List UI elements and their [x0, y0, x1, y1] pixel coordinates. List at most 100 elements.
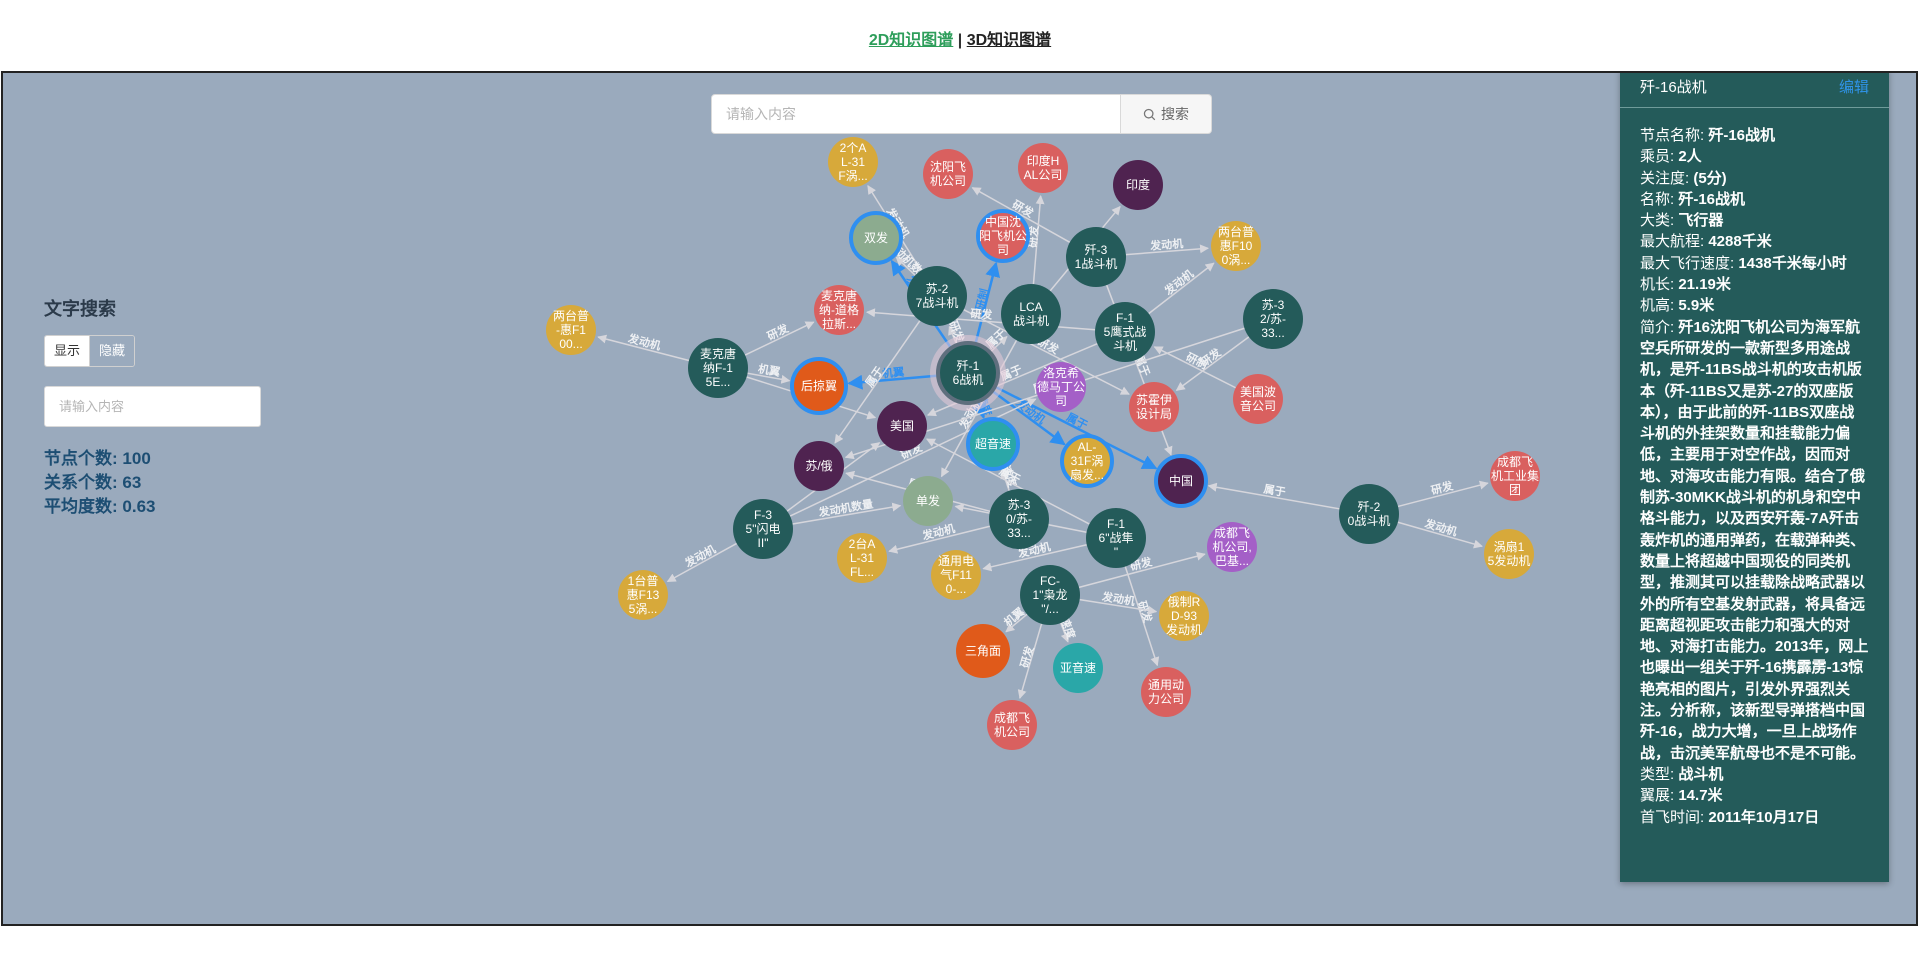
graph-edge[interactable] — [1017, 623, 1043, 699]
graph-node[interactable]: 2台AL-31FL... — [837, 533, 887, 583]
graph-node[interactable]: 印度 — [1113, 160, 1163, 210]
node-circle[interactable] — [1141, 667, 1191, 717]
node-circle[interactable] — [790, 357, 848, 415]
node-circle[interactable] — [618, 570, 668, 620]
graph-edge[interactable] — [792, 502, 902, 525]
graph-node[interactable]: 两台普-惠F100... — [546, 305, 596, 355]
node-circle[interactable] — [1036, 362, 1086, 412]
graph-edge[interactable] — [982, 544, 1087, 572]
graph-node[interactable]: 双发 — [849, 211, 903, 265]
graph-edge[interactable] — [971, 187, 1071, 243]
node-circle[interactable] — [1113, 160, 1163, 210]
graph-edge[interactable] — [1397, 480, 1489, 508]
graph-node[interactable]: AL-31F涡扇发... — [1060, 434, 1114, 488]
graph-edge[interactable] — [1175, 336, 1250, 391]
graph-node[interactable]: FC-1"枭龙"/... — [1020, 565, 1080, 625]
node-circle[interactable] — [794, 441, 844, 491]
graph-edge[interactable] — [1207, 482, 1340, 510]
graph-edge[interactable] — [1078, 551, 1206, 589]
node-circle[interactable] — [849, 211, 903, 265]
graph-node[interactable]: 沈阳飞机公司 — [923, 149, 973, 199]
node-circle[interactable] — [976, 209, 1030, 263]
graph-edge[interactable] — [974, 261, 1000, 345]
node-circle[interactable] — [837, 533, 887, 583]
graph-edge[interactable] — [1124, 566, 1160, 667]
node-circle[interactable] — [1086, 508, 1146, 568]
node-circle[interactable] — [1233, 374, 1283, 424]
graph-node[interactable]: 苏-30/苏-33... — [989, 489, 1049, 549]
graph-node[interactable]: 歼-16战机 — [930, 335, 1006, 411]
graph-node[interactable]: 两台普惠F100涡... — [1211, 221, 1261, 271]
graph-edge[interactable] — [888, 525, 991, 554]
node-circle[interactable] — [1053, 643, 1103, 693]
node-circle[interactable] — [907, 266, 967, 326]
node-circle[interactable] — [903, 476, 953, 526]
graph-edge[interactable] — [597, 334, 690, 362]
node-circle[interactable] — [1018, 143, 1068, 193]
edit-link[interactable]: 编辑 — [1838, 79, 1869, 96]
graph-node[interactable]: F-16"战隼" — [1086, 508, 1146, 568]
graph-edge[interactable] — [666, 542, 738, 583]
hide-button[interactable]: 隐藏 — [89, 336, 135, 366]
graph-node[interactable]: 苏/俄 — [794, 441, 844, 491]
node-circle[interactable] — [877, 401, 927, 451]
link-3d-graph[interactable]: 3D知识图谱 — [966, 32, 1052, 49]
graph-node[interactable]: 成都飞机公司,巴基... — [1207, 522, 1257, 572]
graph-edge[interactable] — [1032, 195, 1045, 285]
node-circle[interactable] — [1095, 302, 1155, 362]
node-circle[interactable] — [828, 137, 878, 187]
graph-node[interactable]: 亚音速 — [1053, 643, 1103, 693]
node-circle[interactable] — [987, 700, 1037, 750]
graph-node[interactable]: 通用电气F110-... — [931, 550, 981, 600]
graph-edge[interactable] — [834, 320, 921, 444]
graph-edge[interactable] — [963, 308, 1130, 395]
node-circle[interactable] — [966, 417, 1020, 471]
graph-edge[interactable] — [1060, 622, 1070, 643]
node-circle[interactable] — [923, 149, 973, 199]
node-circle[interactable] — [1020, 565, 1080, 625]
node-circle[interactable] — [1159, 591, 1209, 641]
show-button[interactable]: 显示 — [45, 336, 90, 366]
graph-canvas-area[interactable]: 研制发动机数量机翼速度发动机属于属于发动机发动机数量研发研发属于发动机数量研发发… — [1, 71, 1918, 926]
node-circle[interactable] — [1211, 221, 1261, 271]
graph-edge[interactable] — [895, 256, 916, 276]
graph-node[interactable]: 单发 — [903, 476, 953, 526]
graph-node[interactable]: 美国 — [877, 401, 927, 451]
graph-edge[interactable] — [744, 321, 815, 356]
node-circle[interactable] — [936, 341, 1000, 405]
graph-edge[interactable] — [1153, 346, 1237, 389]
graph-edge[interactable] — [926, 438, 1090, 525]
graph-search-input[interactable] — [711, 94, 1121, 134]
graph-edge[interactable] — [1148, 262, 1215, 315]
node-circle[interactable] — [546, 305, 596, 355]
node-circle[interactable] — [931, 550, 981, 600]
search-button[interactable]: 搜索 — [1121, 94, 1212, 134]
graph-node[interactable]: 麦克唐纳-道格拉斯... — [814, 285, 864, 335]
link-2d-graph[interactable]: 2D知识图谱 — [868, 32, 954, 49]
node-circle[interactable] — [1207, 522, 1257, 572]
node-circle[interactable] — [733, 499, 793, 559]
text-search-input[interactable] — [44, 386, 261, 427]
node-circle[interactable] — [1484, 529, 1534, 579]
graph-node[interactable]: 苏-32/苏-33... — [1243, 289, 1303, 349]
graph-edge[interactable] — [847, 374, 939, 390]
knowledge-graph[interactable]: 研制发动机数量机翼速度发动机属于属于发动机发动机数量研发研发属于发动机数量研发发… — [3, 73, 1916, 924]
node-circle[interactable] — [1060, 434, 1114, 488]
graph-edge[interactable] — [1079, 598, 1158, 615]
graph-edge[interactable] — [747, 372, 791, 384]
graph-edge[interactable] — [1005, 613, 1028, 633]
node-circle[interactable] — [1129, 382, 1179, 432]
graph-node[interactable]: 后掠翼 — [790, 357, 848, 415]
node-circle[interactable] — [1490, 451, 1540, 501]
graph-edge[interactable] — [991, 389, 1066, 446]
